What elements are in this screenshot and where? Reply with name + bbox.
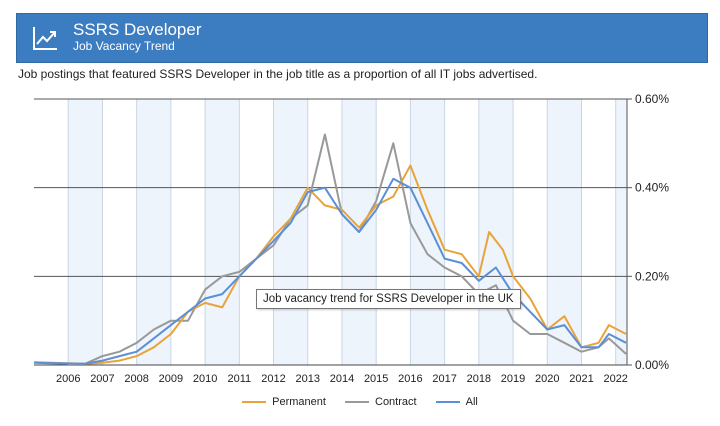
year-band-2020: [547, 99, 582, 365]
chart-tooltip: Job vacancy trend for SSRS Developer in …: [256, 289, 521, 309]
y-tick-label: 0.40%: [635, 181, 669, 195]
series-line-contract: [33, 133, 627, 365]
year-band-2018: [478, 99, 514, 365]
legend-swatch-all: [435, 401, 460, 404]
x-tick-label: 2011: [227, 373, 251, 385]
year-band-2022: [615, 99, 627, 365]
x-tick-label: 2020: [535, 373, 559, 385]
x-tick-label: 2021: [569, 373, 593, 385]
year-band-2012: [273, 99, 308, 365]
legend-item-contract[interactable]: Contract: [345, 396, 417, 408]
page-title: SSRS Developer: [73, 20, 202, 39]
series-line-all: [33, 177, 627, 365]
chart-header: SSRS Developer Job Vacancy Trend: [16, 13, 708, 63]
legend-swatch-permanent: [242, 401, 267, 404]
y-tick-label: 0.20%: [635, 269, 669, 283]
x-tick-label: 2016: [398, 373, 422, 385]
x-tick-label: 2017: [432, 373, 456, 385]
trend-chart: 0.00% 0.20% 0.40% 0.60% 2006 2007 2008 2009 2010…: [33, 92, 669, 385]
x-tick-label: 2010: [193, 373, 217, 385]
x-tick-label: 2008: [124, 373, 148, 385]
x-tick-label: 2007: [90, 373, 114, 385]
x-tick-label: 2012: [261, 373, 285, 385]
legend-item-all[interactable]: All: [435, 396, 478, 408]
x-tick-label: 2009: [159, 373, 183, 385]
x-tick-label: 2022: [603, 373, 627, 385]
legend-label-all: All: [465, 396, 478, 408]
chart-description: Job postings that featured SSRS Develope…: [18, 67, 538, 81]
x-tick-label: 2013: [296, 373, 320, 385]
chart-legend: Permanent Contract All: [0, 396, 720, 408]
series-line-permanent: [68, 164, 627, 366]
page-subtitle: Job Vacancy Trend: [73, 39, 175, 53]
legend-item-permanent[interactable]: Permanent: [242, 396, 326, 408]
y-tick-label: 0.00%: [635, 358, 669, 372]
x-tick-label: 2018: [467, 373, 491, 385]
year-band-2008: [136, 99, 171, 365]
legend-label-contract: Contract: [375, 396, 417, 408]
x-tick-label: 2019: [501, 373, 525, 385]
legend-label-permanent: Permanent: [272, 396, 326, 408]
y-tick-label: 0.60%: [635, 92, 669, 106]
legend-swatch-contract: [345, 401, 369, 404]
year-band-2010: [205, 99, 240, 365]
trend-chart-icon: [33, 27, 57, 50]
x-tick-label: 2015: [364, 373, 388, 385]
x-tick-label: 2006: [56, 373, 80, 385]
x-tick-label: 2014: [330, 373, 354, 385]
year-band-2006: [68, 99, 103, 365]
